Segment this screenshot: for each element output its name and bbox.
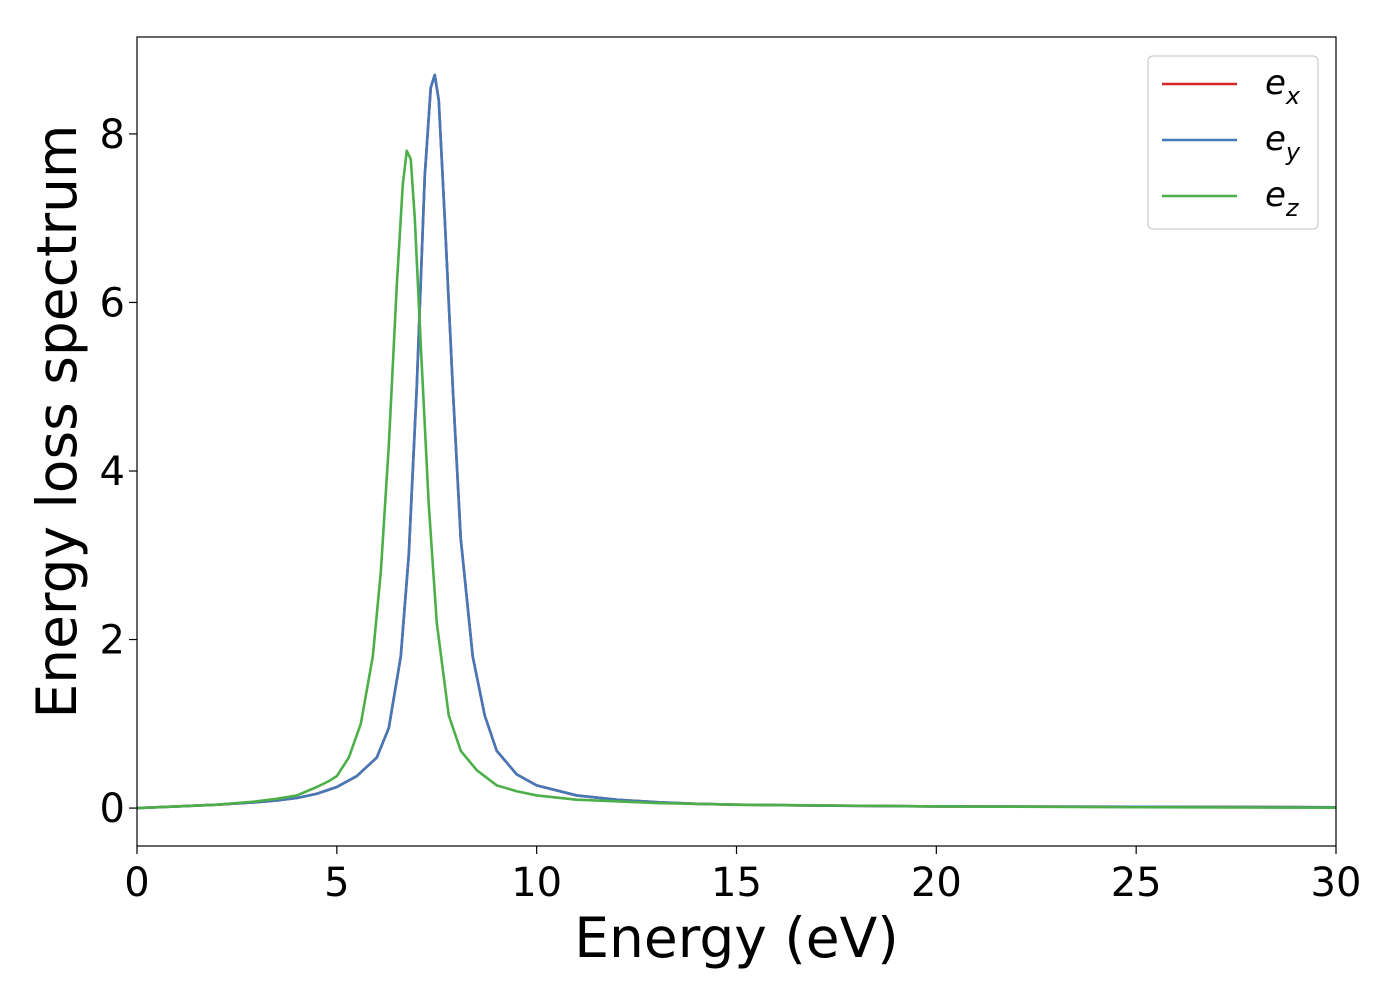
x-tick-label: 10 xyxy=(511,860,562,906)
series-line-z xyxy=(137,149,1336,810)
x-tick-label: 15 xyxy=(711,860,762,906)
legend: ex ey ez xyxy=(1147,55,1319,230)
y-axis-title: Energy loss spectrum xyxy=(25,124,89,718)
series-group xyxy=(137,73,1336,810)
legend-label-x: ex xyxy=(1265,63,1301,110)
x-tick-label: 30 xyxy=(1311,860,1362,906)
y-tick-label: 2 xyxy=(100,618,125,664)
y-tick-label: 6 xyxy=(100,280,125,326)
y-tick-label: 0 xyxy=(100,786,125,832)
legend-box xyxy=(1147,55,1319,230)
legend-label-y: ey xyxy=(1265,119,1301,166)
y-tick-label: 8 xyxy=(100,112,125,158)
x-tick-label: 0 xyxy=(124,860,149,906)
x-axis-title: Energy (eV) xyxy=(574,906,898,970)
y-tick-label: 4 xyxy=(100,449,125,495)
x-tick-label: 25 xyxy=(1111,860,1162,906)
x-tick-label: 20 xyxy=(911,860,962,906)
x-tick-label: 5 xyxy=(324,860,349,906)
legend-label-z: ez xyxy=(1265,175,1300,222)
